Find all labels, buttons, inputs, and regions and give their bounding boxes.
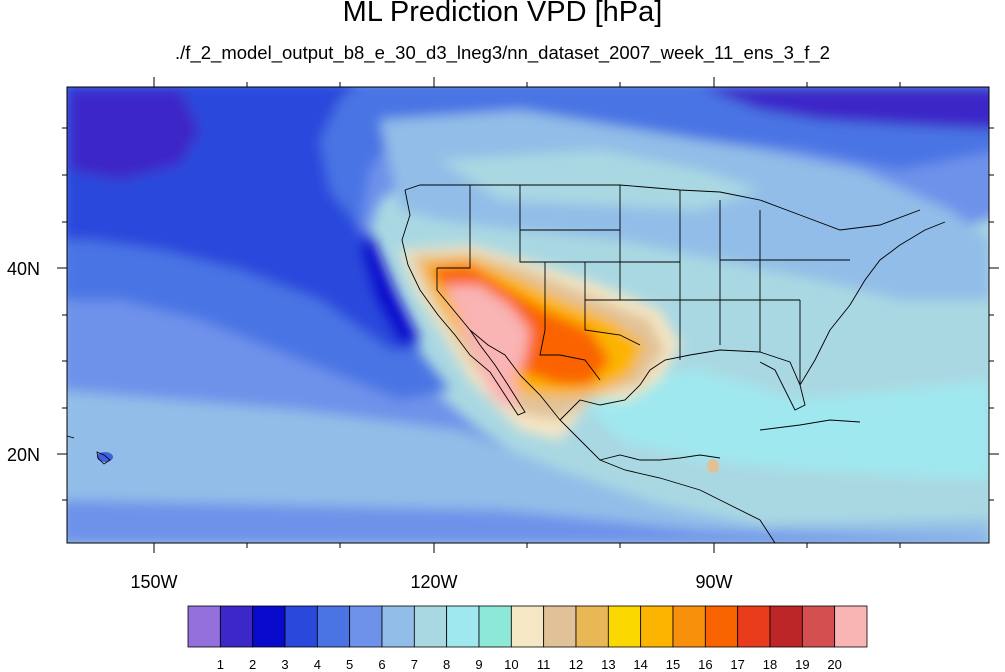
colorbar-swatch [219, 605, 254, 648]
colorbar-swatch [413, 605, 448, 648]
colorbar-swatch [187, 605, 221, 648]
colorbar-label: 7 [411, 657, 418, 672]
map-title: ML Prediction VPD [hPa] [342, 0, 663, 28]
colorbar-swatch [769, 605, 803, 648]
colorbar-label: 14 [633, 657, 647, 672]
colorbar-label: 18 [763, 657, 777, 672]
colorbar-swatch [640, 605, 674, 648]
colorbar-swatch [704, 605, 739, 648]
colorbar: 1 2 3 4 5 6 7 8 9 10 11 12 13 14 15 16 17 18 19 20 [187, 605, 868, 672]
colorbar-label: 2 [249, 657, 256, 672]
colorbar-swatch [478, 605, 512, 648]
colorbar-swatch [252, 605, 286, 648]
colorbar-label: 20 [827, 657, 841, 672]
colorbar-swatch [381, 605, 415, 648]
lon-label-120w: 120W [410, 572, 457, 592]
lon-label-150w: 150W [130, 572, 177, 592]
lat-label-20n: 20N [7, 445, 40, 465]
lat-label-40n: 40N [7, 259, 40, 279]
colorbar-label: 11 [537, 657, 551, 672]
colorbar-label: 4 [314, 657, 321, 672]
colorbar-swatch [737, 605, 771, 648]
coastlines [401, 184, 946, 543]
lon-label-90w: 90W [695, 572, 732, 592]
colorbar-label: 6 [378, 657, 385, 672]
colorbar-label: 5 [346, 657, 353, 672]
colorbar-label: 8 [443, 657, 450, 672]
map-subtitle: ./f_2_model_output_b8_e_30_d3_lneg3/nn_d… [175, 42, 830, 63]
vpd-field [67, 87, 989, 543]
colorbar-swatch [607, 605, 642, 648]
colorbar-swatch [510, 605, 545, 648]
colorbar-label: 1 [217, 657, 224, 672]
colorbar-label: 16 [698, 657, 712, 672]
colorbar-swatch [349, 605, 383, 648]
colorbar-swatch [834, 605, 868, 648]
colorbar-label: 17 [730, 657, 744, 672]
colorbar-swatch [575, 605, 609, 648]
colorbar-label: 10 [504, 657, 518, 672]
colorbar-label: 19 [795, 657, 809, 672]
colorbar-swatch [316, 605, 351, 648]
axis-ticks [57, 77, 999, 553]
colorbar-swatch [446, 605, 480, 648]
colorbar-label: 12 [569, 657, 583, 672]
colorbar-label: 9 [475, 657, 482, 672]
colorbar-label: 13 [601, 657, 615, 672]
colorbar-label: 3 [281, 657, 288, 672]
colorbar-swatch [543, 605, 577, 648]
colorbar-swatch [284, 605, 318, 648]
colorbar-swatch [672, 605, 706, 648]
colorbar-label: 15 [666, 657, 680, 672]
colorbar-swatch [801, 605, 836, 648]
